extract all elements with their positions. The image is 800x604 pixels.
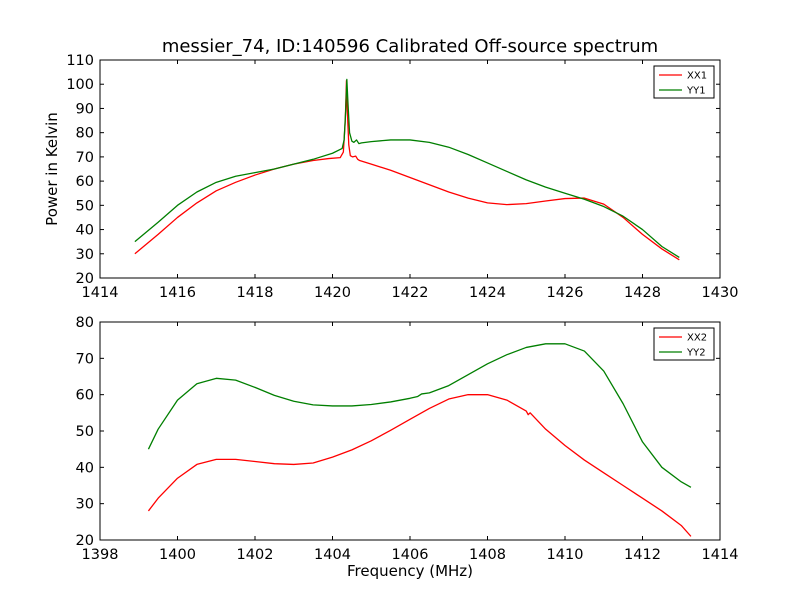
y-tick-label: 70 — [76, 150, 94, 166]
y-tick-label: 50 — [76, 198, 94, 214]
x-tick-label: 1428 — [624, 285, 661, 301]
bottom-plot: 1398 1400 1402 1404 1406 1408 1410 1412 1414 20 30… — [76, 315, 739, 563]
x-tick-label: 1424 — [469, 285, 506, 301]
x-tick-label: 1416 — [159, 285, 196, 301]
x-axis-label: Frequency (MHz) — [347, 562, 473, 580]
series-line-xx2 — [147, 394, 692, 537]
y-tick-label: 70 — [76, 351, 94, 367]
axes-frame — [99, 59, 721, 279]
x-tick-label: 1422 — [392, 285, 429, 301]
series-line-yy2 — [147, 343, 692, 488]
series-line-yy1 — [134, 78, 680, 258]
x-tick-label: 1430 — [702, 285, 739, 301]
y-tick-label: 50 — [76, 424, 94, 440]
x-tick-label: 1414 — [82, 285, 119, 301]
axes-frame — [99, 321, 721, 541]
y-tick-label: 60 — [76, 388, 94, 404]
x-tick-label: 1408 — [469, 547, 506, 563]
y-tick-label: 110 — [66, 53, 94, 69]
y-tick-label: 20 — [76, 271, 94, 287]
x-tick-label: 1412 — [624, 547, 661, 563]
top-plot: 1414 1416 1418 1420 1422 1424 1426 1428 1430 20 30… — [66, 53, 738, 301]
x-tick-label: 1404 — [314, 547, 351, 563]
x-tick-label: 1402 — [237, 547, 274, 563]
legend-label-yy1: YY1 — [686, 86, 706, 97]
legend — [653, 327, 715, 361]
y-tick-label: 100 — [66, 77, 94, 93]
y-tick-label: 90 — [76, 101, 94, 117]
legend-label-yy2: YY2 — [686, 348, 706, 359]
y-tick-label: 40 — [76, 223, 94, 239]
x-tick-label: 1410 — [547, 547, 584, 563]
legend-label-xx2: XX2 — [687, 333, 707, 344]
x-tick-label: 1414 — [702, 547, 739, 563]
x-tick-label: 1426 — [547, 285, 584, 301]
y-tick-label: 30 — [76, 247, 94, 263]
chart-title: messier_74, ID:140596 Calibrated Off-sou… — [162, 36, 658, 57]
legend — [653, 65, 715, 99]
y-tick-label: 40 — [76, 460, 94, 476]
series-line-xx1 — [134, 79, 680, 261]
y-tick-label: 80 — [76, 315, 94, 331]
x-tick-label: 1418 — [237, 285, 274, 301]
y-tick-label: 80 — [76, 126, 94, 142]
x-tick-label: 1420 — [314, 285, 351, 301]
x-tick-label: 1398 — [82, 547, 119, 563]
legend-label-xx1: XX1 — [687, 71, 707, 82]
y-tick-label: 30 — [76, 497, 94, 513]
y-tick-label: 60 — [76, 174, 94, 190]
y-tick-label: 20 — [76, 533, 94, 549]
y-axis-label: Power in Kelvin — [43, 112, 61, 226]
x-tick-label: 1400 — [159, 547, 196, 563]
x-tick-label: 1406 — [392, 547, 429, 563]
